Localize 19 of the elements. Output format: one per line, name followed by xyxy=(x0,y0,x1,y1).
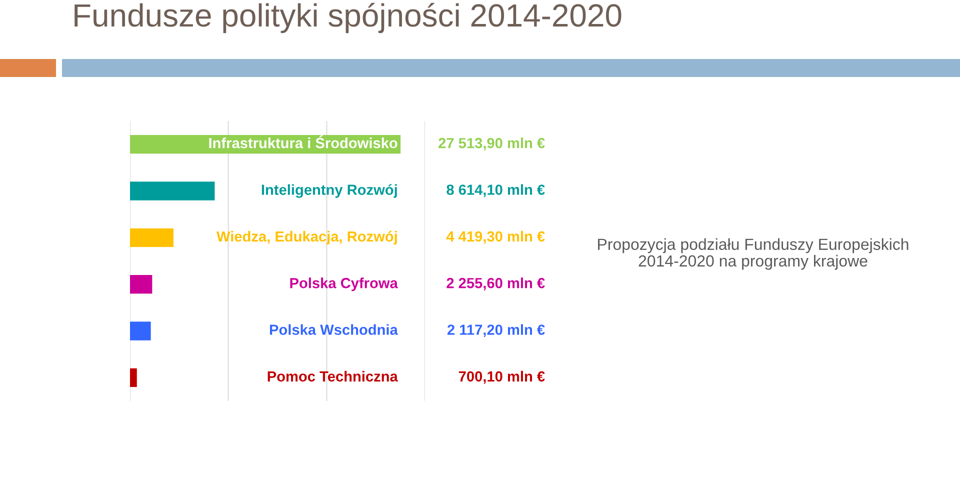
data-label: 8 614,10 mln € xyxy=(446,184,545,198)
y-tick-label: Wiedza, Edukacja, Rozwój xyxy=(216,230,397,245)
bar xyxy=(130,368,137,387)
data-label: 4 419,30 mln € xyxy=(446,230,545,244)
y-tick-label: Polska Cyfrowa xyxy=(290,278,398,292)
data-label: 27 513,90 mln € xyxy=(438,138,545,150)
bar xyxy=(130,228,174,247)
bar xyxy=(130,275,152,294)
chart-title: Fundusze polityki spójności 2014-2020 xyxy=(74,2,622,34)
data-label: 700,10 mln € xyxy=(458,370,545,384)
data-label: 2 255,60 mln € xyxy=(446,278,545,290)
y-tick-label: Inteligentny Rozwój xyxy=(262,184,397,198)
data-label: 2 117,20 mln € xyxy=(447,324,545,338)
y-tick-label: Infrastruktura i Środowisko xyxy=(209,135,398,148)
y-tick-label: Polska Wschodnia xyxy=(270,324,398,335)
bar xyxy=(130,182,215,200)
y-tick-label: Pomoc Techniczna xyxy=(268,370,398,382)
bar xyxy=(130,322,151,340)
text: Propozycja podziału Funduszy Europejskich 2014-2020 na programy krajowe xyxy=(598,238,908,270)
